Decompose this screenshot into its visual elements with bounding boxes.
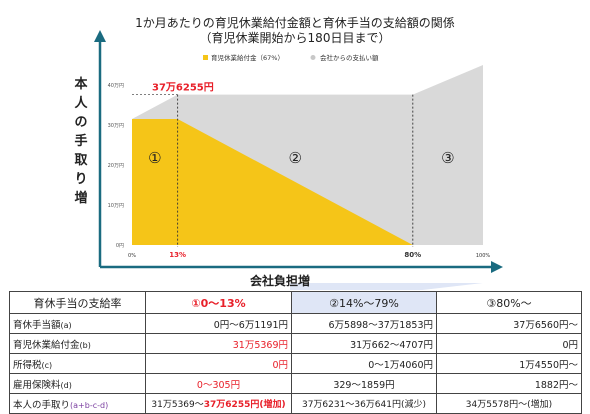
- legend-label-company: 会社からの支払い額: [320, 53, 379, 62]
- x-tick-label: 13%: [169, 251, 186, 259]
- row-label: 本人の手取り: [13, 399, 71, 411]
- table-row: 所得税(c) 0円 0〜1万4060円 1万4550円〜: [9, 353, 582, 374]
- table-header-cell: ③80%〜: [436, 291, 582, 314]
- region-label: ③: [441, 149, 454, 167]
- row-label-suffix: (a+b-c-d): [70, 400, 109, 410]
- legend-swatch-company: [310, 55, 316, 60]
- legend-label-benefit: 育児休業給付金（67%）: [211, 53, 284, 62]
- table-cell: 6万5898〜37万1853円: [291, 313, 437, 334]
- table-cell-highlight: 37万6255円(増加): [203, 400, 286, 410]
- table-cell: 0円: [145, 353, 292, 374]
- x-axis-arrow: [491, 261, 503, 273]
- row-label: 所得税: [13, 359, 42, 371]
- table-row: 育休手当額(a) 0円〜6万1191円 6万5898〜37万1853円 37万6…: [9, 313, 582, 334]
- fold-shade: [290, 283, 483, 290]
- region-label: ①: [148, 149, 161, 167]
- x-tick-label: 80%: [404, 251, 421, 259]
- row-label-suffix: (c): [41, 360, 53, 370]
- table-cell: 0〜1万4060円: [291, 353, 437, 374]
- legend-swatch-benefit: [203, 55, 208, 60]
- row-label-suffix: (d): [60, 380, 72, 390]
- table-cell: 0〜305円: [145, 373, 292, 394]
- table-header-cell: ②14%〜79%: [291, 291, 437, 314]
- row-label-suffix: (b): [79, 340, 91, 350]
- table-cell: 34万5578円〜(増加): [436, 393, 582, 414]
- x-tick-label: 0%: [128, 253, 136, 259]
- x-axis-label: 会社負担増: [250, 274, 311, 288]
- table-header-cell: 育休手当の支給率: [9, 291, 146, 314]
- annotation-label: 37万6255円: [152, 82, 214, 94]
- row-label: 育休手当額: [13, 319, 61, 331]
- chart-title: 1か月あたりの育児休業給付金額と育休手当の支給額の関係: [135, 16, 455, 30]
- region-label: ②: [288, 149, 301, 167]
- row-label: 育児休業給付金: [13, 339, 80, 351]
- y-tick-label: 10万円: [108, 203, 124, 209]
- x-tick-label: 100%: [476, 253, 491, 259]
- table-header-row: 育休手当の支給率 ①0〜13% ②14%〜79% ③80%〜: [9, 291, 582, 314]
- y-tick-label: 0円: [116, 243, 124, 249]
- y-tick-label: 40万円: [108, 83, 124, 89]
- chart-area: 0円 10万円 20万円 30万円 40万円 0% 13% 80% 100% 37万6255円 ① ②…: [94, 30, 503, 290]
- table-cell: 0円: [436, 333, 582, 354]
- row-label: 雇用保険料: [13, 379, 61, 391]
- table-cell: 37万6560円〜: [436, 313, 582, 334]
- table-header-cell: ①0〜13%: [191, 296, 246, 310]
- chart-subtitle: （育児休業開始から180日目まで）: [199, 31, 391, 45]
- table-cell: 37万6231〜36万641円(減少): [291, 393, 437, 414]
- table-cell: 31万662〜4707円: [291, 333, 437, 354]
- series-area-benefit: [132, 119, 483, 245]
- table-cell: 1882円〜: [436, 373, 582, 394]
- y-tick-label: 20万円: [108, 163, 124, 169]
- table-row: 雇用保険料(d) 0〜305円 329〜1859円 1882円〜: [9, 373, 582, 394]
- y-axis-label: 本人の手取り増: [74, 77, 88, 206]
- table-cell: 0円〜6万1191円: [145, 313, 292, 334]
- table-cell: 31万5369〜: [151, 400, 204, 410]
- table-cell: 1万4550円〜: [436, 353, 582, 374]
- y-tick-label: 30万円: [108, 123, 124, 129]
- row-label-suffix: (a): [60, 320, 72, 330]
- table-cell: 31万5369円: [145, 333, 292, 354]
- table-row: 育児休業給付金(b) 31万5369円 31万662〜4707円 0円: [9, 333, 582, 354]
- table-row: 本人の手取り(a+b-c-d) 31万5369〜37万6255円(増加) 37万…: [9, 393, 582, 414]
- y-axis-arrow: [94, 30, 106, 42]
- table-cell: 329〜1859円: [291, 373, 437, 394]
- comparison-table: 育休手当の支給率 ①0〜13% ②14%〜79% ③80%〜 育休手当額(a) …: [9, 291, 582, 414]
